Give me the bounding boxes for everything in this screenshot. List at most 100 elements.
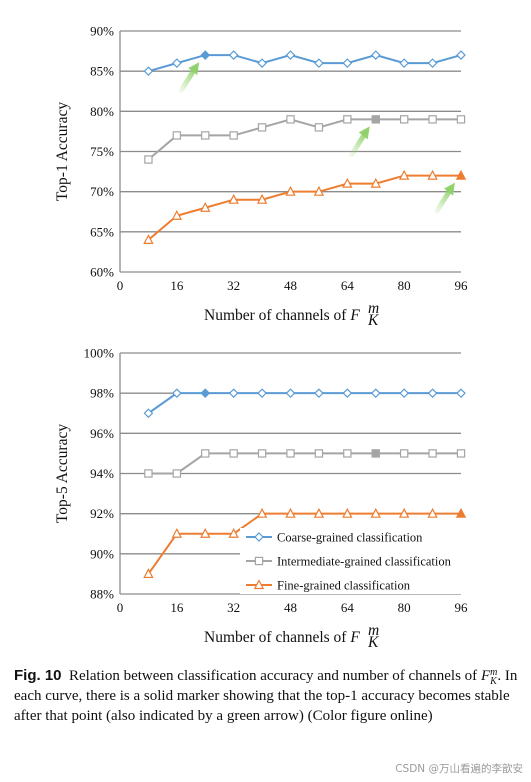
top1-y-tick-label: 90% bbox=[90, 24, 114, 39]
top1-fine-point bbox=[200, 201, 211, 212]
top1-x-tick-label: 96 bbox=[455, 278, 469, 293]
top1-y-tick-label: 80% bbox=[90, 104, 114, 119]
watermark: CSDN @万山看遍的李歆安 bbox=[395, 763, 523, 775]
top1-x-axis-label-sup: m bbox=[368, 300, 379, 317]
caption-math-sub: K bbox=[490, 675, 497, 687]
top5-coarse-point bbox=[171, 388, 182, 399]
top5-fine-point bbox=[171, 527, 183, 538]
top1-x-axis-label: Number of channels of F bbox=[204, 307, 360, 324]
top5-intermediate-point bbox=[229, 449, 238, 458]
top1-y-tick-label: 65% bbox=[90, 224, 114, 239]
top5-fine-point bbox=[313, 507, 325, 518]
top1-coarse-point bbox=[285, 50, 296, 60]
top1-y-axis-label: Top-1 Accuracy bbox=[54, 102, 71, 201]
top1-coarse-point bbox=[257, 58, 267, 68]
top5-fine-series-line bbox=[147, 512, 461, 575]
top1-fine-point bbox=[228, 193, 239, 204]
top5-intermediate-point bbox=[257, 449, 267, 458]
top5-intermediate-point bbox=[371, 449, 380, 458]
top5-fine-point bbox=[427, 507, 438, 518]
top1-fine-point bbox=[427, 169, 438, 180]
top5-y-axis-label: Top-5 Accuracy bbox=[54, 424, 71, 523]
top1-coarse-point bbox=[143, 66, 154, 77]
top5-y-tick-label: 96% bbox=[90, 426, 114, 441]
top1-x-tick-label: 32 bbox=[227, 278, 240, 293]
top5-fine-point bbox=[398, 507, 410, 518]
top1-intermediate-point bbox=[428, 115, 437, 124]
top5-x-tick-label: 96 bbox=[455, 600, 469, 615]
top1-coarse-point bbox=[427, 58, 438, 68]
top5-coarse-series-line bbox=[147, 392, 461, 415]
top1-fine-point bbox=[398, 169, 410, 180]
top5-intermediate-point bbox=[428, 449, 437, 458]
top5-coarse-point bbox=[200, 388, 211, 399]
top1-coarse-point bbox=[399, 58, 410, 68]
top1-accuracy-chart: 60% 65% 70% 75% 80% 85% 90% 0 16 32 48 64 80 96 Top-1 … bbox=[54, 24, 468, 330]
top5-intermediate-point bbox=[343, 449, 352, 458]
top5-intermediate-point bbox=[144, 469, 153, 478]
top1-coarse-point bbox=[171, 58, 182, 68]
caption-label: Fig. 10 bbox=[14, 667, 62, 684]
top5-x-tick-label: 64 bbox=[341, 600, 355, 615]
top5-y-tick-label: 92% bbox=[90, 506, 114, 521]
top5-x-axis-label-sup: m bbox=[368, 622, 379, 639]
top5-intermediate-point bbox=[314, 449, 324, 458]
figure-caption: Fig. 10 Relation between classification … bbox=[14, 666, 520, 726]
top1-intermediate-point bbox=[172, 131, 182, 140]
top5-intermediate-point bbox=[399, 449, 409, 458]
top5-y-tick-label: 100% bbox=[84, 346, 115, 361]
top5-y-tick-label: 94% bbox=[90, 466, 114, 481]
top1-fine-series-line bbox=[147, 174, 461, 241]
top5-legend-intermediate-label: Intermediate-grained classification bbox=[277, 555, 452, 569]
top5-x-axis-label-sub: K bbox=[367, 634, 379, 651]
top5-x-tick-label: 48 bbox=[284, 600, 297, 615]
caption-text-2: . In each curve, there is a solid marker… bbox=[14, 668, 518, 724]
top1-y-tick-label: 85% bbox=[90, 64, 114, 79]
top1-intermediate-point bbox=[343, 115, 352, 124]
top1-fine-point bbox=[256, 193, 268, 204]
top5-intermediate-point bbox=[456, 449, 466, 458]
top5-intermediate-series-line bbox=[148, 452, 461, 475]
top5-coarse-point bbox=[257, 388, 267, 399]
top5-y-tick-label: 88% bbox=[90, 587, 114, 602]
top1-coarse-point bbox=[314, 58, 324, 68]
top5-coarse-point bbox=[342, 388, 353, 399]
top5-fine-point bbox=[143, 568, 154, 579]
top5-y-tick-label: 98% bbox=[90, 386, 114, 401]
top5-coarse-point bbox=[228, 388, 239, 399]
top5-accuracy-chart: 88% 90% 92% 94% 96% 98% 100% 0 16 32 48 64 80 96 Top-5… bbox=[54, 346, 480, 651]
top1-fine-point bbox=[285, 185, 296, 196]
top5-fine-point bbox=[455, 507, 467, 518]
top5-fine-point bbox=[370, 507, 381, 518]
top5-fine-point bbox=[200, 527, 211, 538]
top1-x-tick-label: 48 bbox=[284, 278, 297, 293]
top1-coarse-point bbox=[200, 50, 211, 60]
top1-intermediate-stable-arrow bbox=[349, 129, 369, 157]
top5-coarse-point bbox=[456, 388, 466, 399]
top1-y-tick-label: 75% bbox=[90, 144, 114, 159]
top5-legend-bg bbox=[240, 552, 480, 570]
top1-x-tick-label: 16 bbox=[170, 278, 184, 293]
top5-fine-point bbox=[228, 527, 239, 538]
caption-text-1: Relation between classification accuracy… bbox=[69, 668, 478, 684]
figure-canvas: 60% 65% 70% 75% 80% 85% 90% 0 16 32 48 64 80 96 Top-1 … bbox=[54, 23, 480, 651]
top5-coarse-point bbox=[143, 408, 154, 419]
top1-fine-point bbox=[342, 177, 353, 188]
top1-intermediate-point bbox=[144, 155, 153, 164]
top5-coarse-point bbox=[399, 388, 410, 399]
top1-fine-stable-arrow bbox=[434, 186, 454, 214]
top5-fine-point bbox=[256, 507, 268, 518]
top1-coarse-point bbox=[370, 50, 381, 60]
top5-x-tick-label: 16 bbox=[170, 600, 184, 615]
top1-coarse-stable-arrow bbox=[178, 65, 198, 93]
top5-legend-fine-marker bbox=[253, 579, 265, 590]
top5-coarse-point bbox=[285, 388, 296, 399]
caption-math-sup: m bbox=[490, 666, 498, 678]
top5-intermediate-point bbox=[201, 449, 210, 458]
top1-intermediate-point bbox=[399, 115, 409, 124]
top5-legend-fine-label: Fine-grained classification bbox=[277, 579, 411, 593]
top1-fine-stable-arrowhead-icon bbox=[444, 182, 455, 196]
top1-intermediate-point bbox=[286, 115, 295, 124]
top1-coarse-point bbox=[456, 50, 466, 60]
top1-fine-point bbox=[370, 177, 381, 188]
